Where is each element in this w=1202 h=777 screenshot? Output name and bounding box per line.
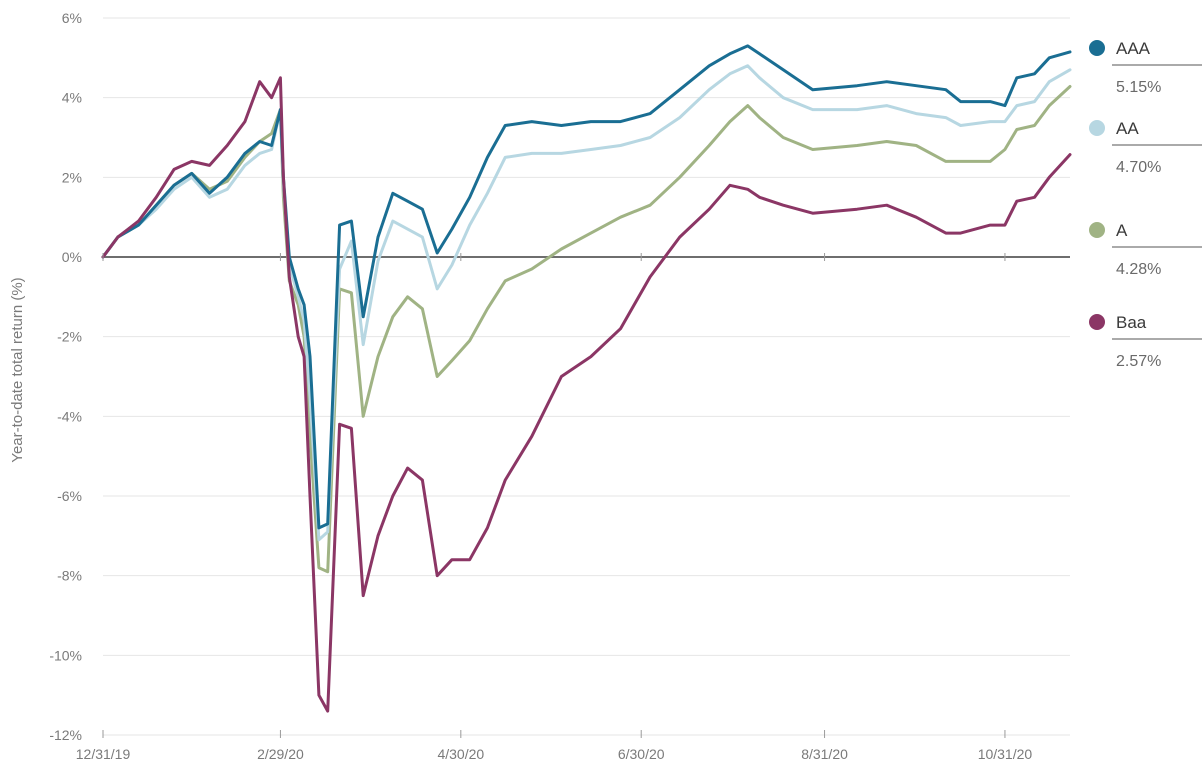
legend-value: 2.57% — [1116, 353, 1161, 370]
y-tick-label: -2% — [57, 329, 82, 345]
y-tick-label: -10% — [49, 647, 82, 663]
legend-marker — [1089, 222, 1105, 238]
series-line-aaa — [101, 44, 1072, 530]
legend-label: AA — [1116, 119, 1139, 138]
series-line-baa — [101, 76, 1072, 713]
legend-label: A — [1116, 221, 1128, 240]
legend-value: 4.70% — [1116, 159, 1161, 176]
legend-item-baa: Baa 2.57% — [1089, 313, 1202, 370]
y-axis-label: Year-to-date total return (%) — [9, 277, 26, 462]
gridlines — [103, 17, 1070, 736]
legend-value: 5.15% — [1116, 79, 1161, 96]
legend-item-aaa: AAA 5.15% — [1089, 39, 1202, 96]
x-tick-label: 4/30/20 — [437, 746, 484, 762]
series-line-a — [101, 85, 1072, 574]
y-tick-label: -12% — [49, 727, 82, 743]
y-tick-label: -6% — [57, 488, 82, 504]
y-tick-label: -8% — [57, 568, 82, 584]
legend-value: 4.28% — [1116, 261, 1161, 278]
y-axis-ticks: 6% 4% 2% 0% -2% -4% -6% -8% -10% -12% — [49, 10, 82, 743]
y-tick-label: 0% — [62, 249, 82, 265]
legend-marker — [1089, 120, 1105, 136]
legend-marker — [1089, 314, 1105, 330]
series-line-aa — [101, 64, 1072, 542]
y-tick-label: 4% — [62, 90, 82, 106]
x-tick-label: 8/31/20 — [801, 746, 848, 762]
legend: AAA 5.15% AA 4.70% A 4.28% Baa 2.57% — [1089, 39, 1202, 370]
series-lines — [101, 44, 1072, 713]
legend-label: Baa — [1116, 313, 1147, 332]
x-tick-label: 6/30/20 — [618, 746, 665, 762]
x-axis-ticks: 12/31/19 2/29/20 4/30/20 6/30/20 8/31/20 10/3… — [76, 253, 1033, 762]
y-tick-label: 2% — [62, 169, 82, 185]
y-tick-label: -4% — [57, 408, 82, 424]
x-tick-label: 2/29/20 — [257, 746, 304, 762]
legend-marker — [1089, 40, 1105, 56]
x-tick-label: 12/31/19 — [76, 746, 131, 762]
x-tick-label: 10/31/20 — [978, 746, 1033, 762]
legend-label: AAA — [1116, 39, 1151, 58]
legend-item-aa: AA 4.70% — [1089, 119, 1202, 176]
legend-item-a: A 4.28% — [1089, 221, 1202, 278]
y-tick-label: 6% — [62, 10, 82, 26]
